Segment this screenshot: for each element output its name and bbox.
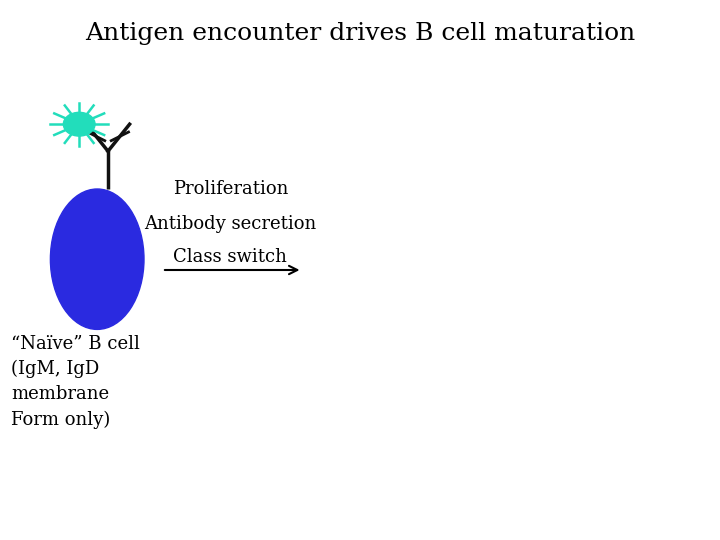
Text: Antibody secretion: Antibody secretion [144,215,317,233]
Text: “Naïve” B cell
(IgM, IgD
membrane
Form only): “Naïve” B cell (IgM, IgD membrane Form o… [11,335,140,429]
Circle shape [63,112,95,136]
Text: Proliferation: Proliferation [173,180,288,198]
Text: Class switch: Class switch [174,247,287,266]
Text: Antigen encounter drives B cell maturation: Antigen encounter drives B cell maturati… [85,22,635,45]
Ellipse shape [50,189,144,329]
